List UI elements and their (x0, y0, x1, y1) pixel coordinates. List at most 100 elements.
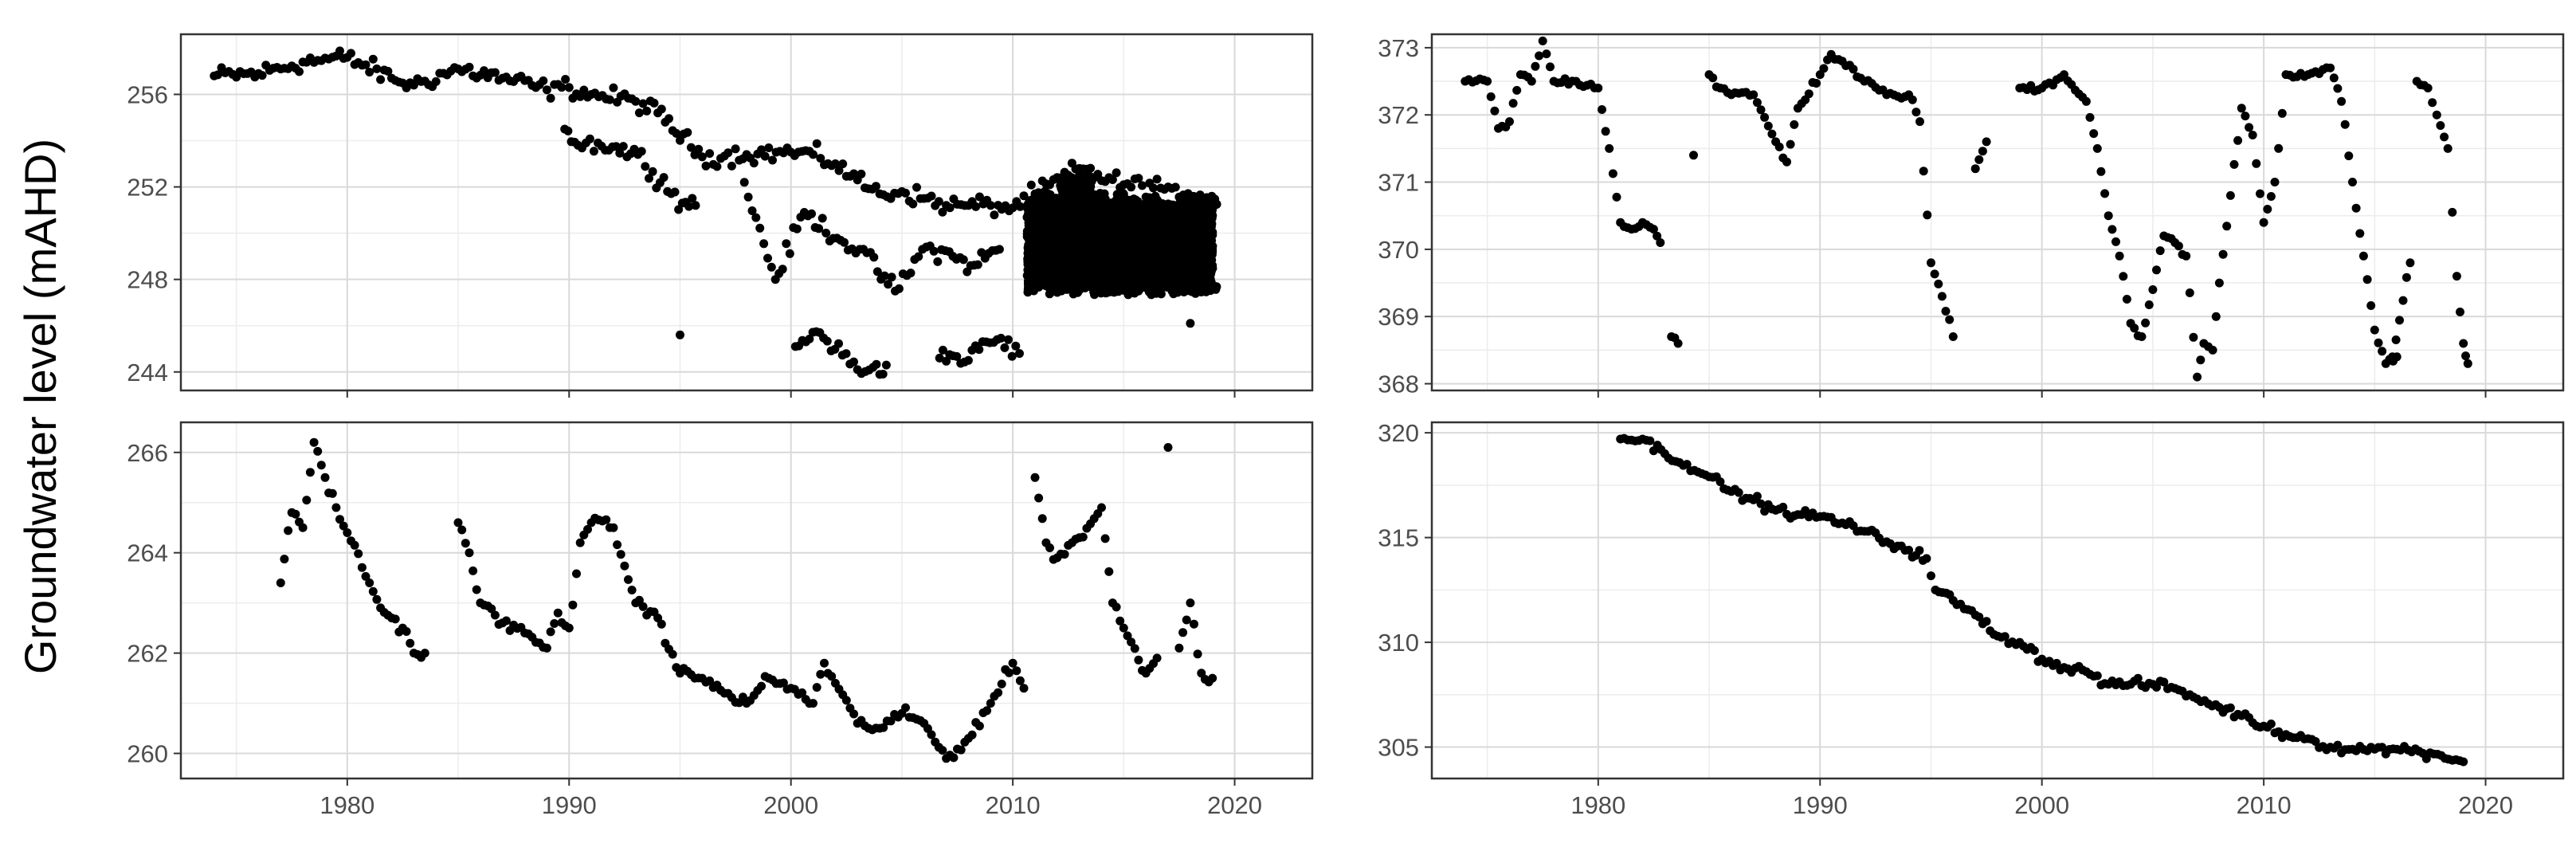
data-point (295, 67, 304, 76)
data-point (676, 330, 684, 339)
data-point (350, 540, 359, 550)
data-point (2366, 301, 2376, 310)
data-point (2182, 251, 2191, 261)
y-tick-label: 260 (127, 740, 168, 768)
data-point (1752, 492, 1762, 501)
data-point (343, 528, 352, 537)
data-point (2256, 189, 2264, 198)
data-point (1015, 202, 1025, 211)
data-point (2378, 743, 2387, 752)
data-point (213, 70, 222, 80)
data-point (691, 201, 700, 210)
data-point (487, 604, 496, 614)
data-point (2092, 143, 2102, 153)
panel-frame (1430, 33, 2565, 392)
data-point (857, 169, 866, 178)
x-tick-label: 1990 (542, 791, 597, 819)
data-point (1605, 143, 1614, 153)
data-point (701, 161, 711, 171)
data-point (657, 104, 666, 114)
data-point (2193, 372, 2202, 382)
data-point (2432, 110, 2441, 120)
x-tick-label: 1980 (320, 791, 374, 819)
data-point (1941, 307, 1951, 316)
data-point (956, 745, 966, 755)
data-point (1982, 617, 1991, 626)
data-point (938, 345, 947, 355)
data-point (834, 339, 843, 348)
data-point (1937, 292, 1947, 301)
data-point (1505, 117, 1514, 127)
data-point (2248, 131, 2257, 139)
data-point (284, 526, 293, 535)
data-point (1115, 616, 1125, 626)
y-tick-label: 320 (1378, 419, 1419, 447)
data-point (1150, 288, 1159, 298)
data-point (649, 98, 659, 108)
data-point (1974, 155, 1984, 164)
data-point (1911, 108, 1921, 117)
data-point (934, 197, 943, 206)
data-point (480, 66, 488, 76)
data-point (2277, 108, 2287, 118)
data-point (553, 608, 563, 618)
data-point (585, 134, 594, 143)
x-tick-label: 2020 (1207, 791, 1262, 819)
data-point (1756, 105, 1766, 115)
data-point (798, 688, 807, 697)
data-point (575, 538, 585, 547)
data-point (816, 154, 825, 163)
data-point (1004, 335, 1013, 344)
data-point (490, 68, 500, 77)
data-point (1804, 89, 1813, 99)
data-point (1105, 200, 1115, 210)
data-point (1163, 443, 1173, 452)
x-tick-label: 1980 (1570, 791, 1625, 819)
data-point (1190, 195, 1200, 205)
data-point (2189, 332, 2198, 342)
x-tick-label: 2010 (2237, 791, 2292, 819)
data-point (641, 162, 650, 171)
data-point (1114, 191, 1123, 201)
data-point (990, 210, 999, 220)
data-point (1037, 514, 1047, 524)
data-point (974, 345, 984, 355)
data-point (1170, 182, 1180, 192)
data-point (1000, 343, 1010, 352)
data-point (2391, 335, 2401, 344)
data-point (1538, 36, 1547, 45)
data-point (747, 206, 757, 215)
data-point (302, 496, 312, 505)
data-point (2452, 272, 2461, 281)
data-point (1158, 199, 1167, 208)
data-point (383, 66, 393, 76)
data-point (1749, 90, 1759, 100)
y-tick-label: 371 (1378, 169, 1419, 197)
data-point (938, 746, 947, 755)
data-point (1923, 210, 1932, 220)
data-point (785, 249, 794, 258)
data-point (472, 585, 481, 594)
data-point (705, 676, 715, 685)
data-point (1763, 121, 1773, 131)
data-point (550, 619, 559, 628)
data-point (605, 95, 614, 104)
data-point (461, 539, 470, 548)
data-point (1138, 181, 1147, 190)
data-point (1015, 349, 1024, 359)
data-point (2092, 671, 2102, 680)
data-point (688, 194, 697, 203)
data-point (1812, 79, 1821, 88)
data-point (894, 284, 904, 293)
data-point (457, 525, 467, 535)
data-point (820, 658, 829, 668)
data-point (335, 515, 344, 524)
data-point (1007, 351, 1017, 361)
data-point (1152, 653, 1162, 663)
data-point (849, 357, 858, 367)
data-point (1945, 315, 1955, 324)
data-point (402, 627, 411, 636)
data-point (1708, 73, 1718, 83)
data-point (908, 199, 918, 209)
data-point (1849, 65, 1858, 74)
